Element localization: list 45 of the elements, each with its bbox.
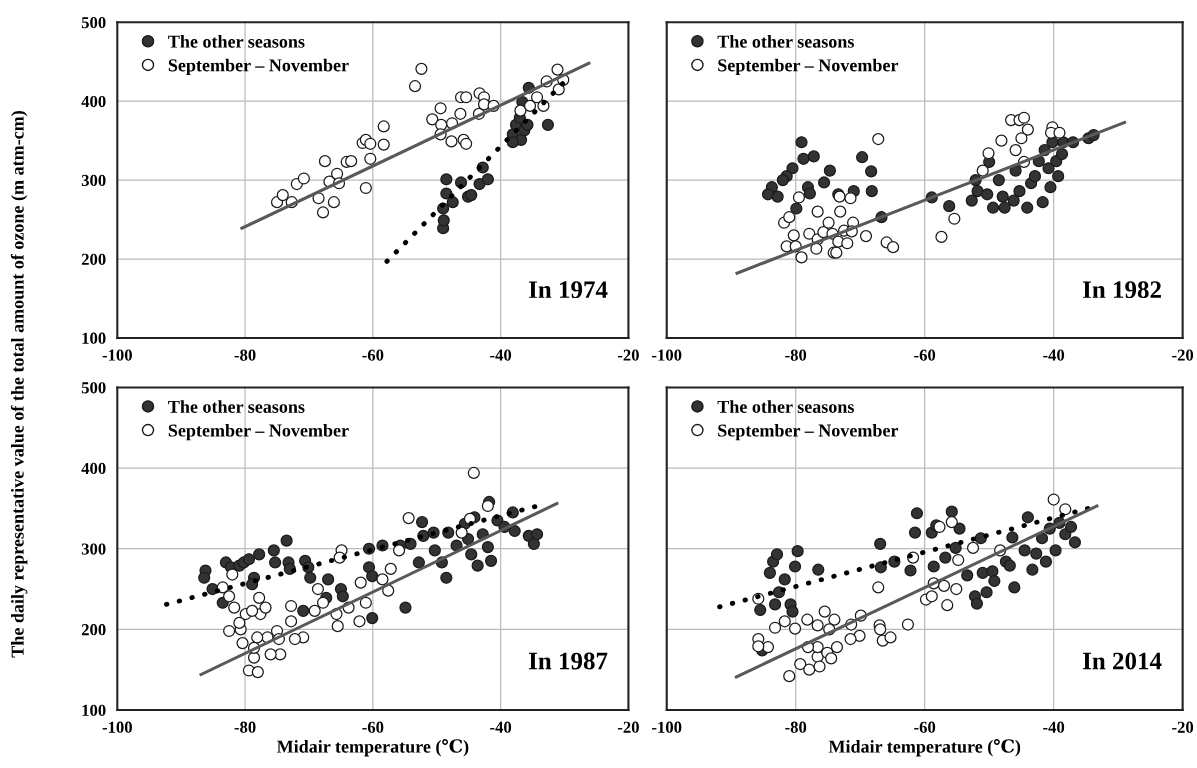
x-tick-label: -80 <box>785 721 807 733</box>
x-tick-label: -20 <box>617 349 639 361</box>
annotation: In 2014 <box>1082 652 1162 670</box>
x-tick-label: -40 <box>1043 349 1065 361</box>
x-axis-title: Midair temperature (℃) <box>276 739 469 757</box>
x-axis-title: Midair temperature (℃) <box>828 739 1021 757</box>
y-tick-label: 500 <box>81 16 106 29</box>
x-tick-label: -80 <box>234 349 256 361</box>
x-tick-label: -20 <box>1172 349 1194 361</box>
x-tick-label: -40 <box>490 721 512 733</box>
y-tick-label: 200 <box>81 253 106 265</box>
legend-label: The other seasons <box>717 400 854 413</box>
y-tick-label: 300 <box>81 174 106 187</box>
x-tick-label: -20 <box>1172 721 1194 733</box>
legend-label: September – November <box>168 423 349 441</box>
annotation: In 1974 <box>528 281 608 299</box>
x-tick-label: -60 <box>914 349 936 361</box>
y-tick-label: 400 <box>81 95 106 108</box>
legend-label: The other seasons <box>168 35 305 48</box>
legend-label: September – November <box>718 423 899 441</box>
x-tick-label: -40 <box>1043 721 1065 733</box>
y-tick-label: 500 <box>81 382 106 394</box>
annotation: In 1987 <box>528 652 608 670</box>
x-tick-label: -60 <box>362 721 384 733</box>
y-tick-label: 100 <box>82 332 106 344</box>
legend-label: September – November <box>718 58 899 76</box>
x-tick-label: -60 <box>914 721 936 733</box>
annotation: In 1982 <box>1082 281 1161 299</box>
x-tick-label: -60 <box>362 349 384 361</box>
x-tick-label: -100 <box>102 721 132 733</box>
x-tick-label: -100 <box>652 349 682 361</box>
x-tick-label: -100 <box>102 349 132 361</box>
x-tick-label: -40 <box>490 349 512 361</box>
legend-label: September – November <box>168 58 349 76</box>
x-tick-label: -80 <box>234 721 256 733</box>
legend-label: The other seasons <box>168 400 305 413</box>
y-tick-label: 200 <box>81 624 106 636</box>
x-tick-label: -80 <box>785 349 807 361</box>
x-tick-label: -20 <box>617 721 639 733</box>
y-tick-label: 300 <box>81 543 106 555</box>
y-tick-label: 400 <box>81 462 106 475</box>
legend-label: The other seasons <box>717 35 854 48</box>
x-tick-label: -100 <box>652 721 682 733</box>
y-axis-title: The daily representative value of the total amount of ozone (m atm-cm) <box>10 111 28 658</box>
y-tick-label: 100 <box>82 704 106 716</box>
